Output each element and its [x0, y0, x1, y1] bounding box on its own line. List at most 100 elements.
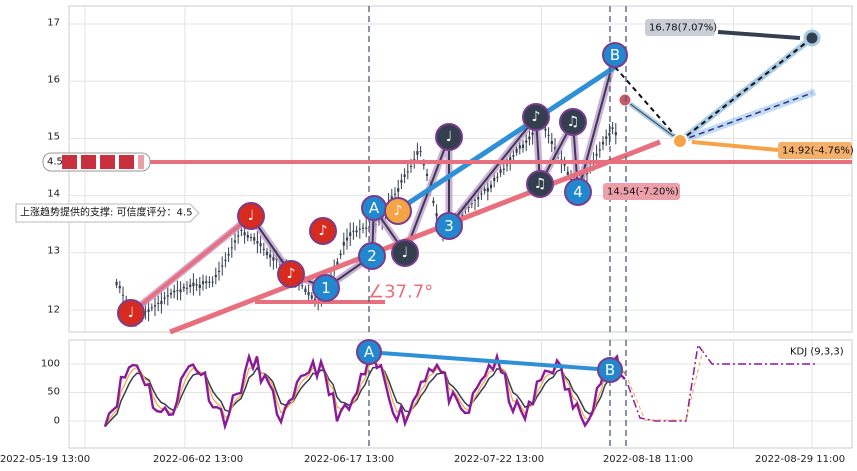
candle-body: [435, 213, 438, 217]
candle-body: [157, 303, 160, 305]
note-glyph: ♪: [319, 223, 328, 239]
candle-body: [608, 133, 611, 136]
candle-body: [473, 199, 477, 201]
note-glyph: ♪: [532, 109, 541, 125]
candle-body: [505, 164, 509, 166]
mid-target-box: [778, 142, 852, 159]
angle-label: ∠37.7°: [368, 282, 433, 303]
candle-body: [256, 241, 259, 244]
rating-icon: [62, 155, 77, 169]
note-marker: [117, 299, 145, 327]
up-target-text: 16.78(7.07%): [649, 23, 717, 34]
projection-down: [614, 66, 681, 142]
kdj-tick-label: 50: [47, 387, 60, 398]
candle-body: [349, 232, 352, 237]
candle-body: [144, 311, 147, 313]
wave-marker-1: 1: [312, 274, 340, 302]
candle-body: [253, 237, 256, 241]
note-glyph: ♫: [534, 176, 547, 192]
candle-body: [240, 230, 243, 232]
kdj-d: [104, 358, 626, 427]
wave-markers: 1 2 3 4 A B A B ♩ ♩ ♪ ♪ ♪ ♩ ♩ ♪ ♫ ♫: [117, 42, 628, 383]
note-marker: [526, 170, 554, 198]
candle-body: [198, 284, 201, 289]
x-tick-label: 2022-06-02 13:00: [153, 454, 243, 465]
candle-body: [217, 270, 221, 272]
x-tick-label: 2022-07-22 13:00: [454, 454, 544, 465]
candle-body: [499, 169, 502, 173]
y-tick-label: 17: [47, 18, 60, 29]
candle-body: [195, 284, 198, 286]
rating-icon-partial: [138, 155, 144, 169]
kdj-panel: [68, 339, 853, 449]
candle-body: [547, 134, 550, 136]
level-label: 4.5: [47, 157, 63, 168]
rating-icon: [100, 155, 115, 169]
mid-target-text: 14.92(-4.76%): [782, 146, 854, 157]
note-marker: [522, 103, 550, 131]
mid-target-label: 14.92(-4.76%): [778, 142, 854, 159]
candle-body: [115, 281, 118, 286]
candle-body: [432, 200, 435, 203]
note-marker: [559, 108, 587, 136]
candle-body: [336, 261, 339, 266]
note-glyph: ♪: [394, 203, 403, 219]
candle-body: [413, 159, 416, 161]
candle-body: [489, 184, 493, 189]
candle-body: [150, 307, 153, 309]
candle-body: [272, 257, 275, 261]
candle-body: [598, 149, 601, 151]
kdj-projection-d: [627, 349, 704, 421]
projection-mid: [679, 92, 813, 142]
candle-body: [166, 295, 169, 297]
x-tick-label: 2022-05-19 13:00: [0, 454, 90, 465]
candle-body: [406, 171, 409, 173]
x-tick-label: 2022-06-17 13:00: [304, 454, 394, 465]
kdj-label-b: B: [605, 361, 615, 379]
wave-marker-3: 3: [435, 212, 463, 240]
candle-body: [269, 254, 272, 258]
mid-target-dot: [672, 133, 688, 149]
wave-marker-4: 4: [564, 178, 592, 206]
candle-body: [339, 253, 342, 256]
candle-body: [355, 230, 358, 233]
y-tick-label: 15: [47, 132, 60, 143]
b-tip-dot: [618, 93, 632, 107]
candle-body: [214, 274, 217, 278]
candle-body: [361, 227, 365, 229]
kdj-tick-label: 0: [54, 416, 60, 427]
wave-label-a: A: [369, 199, 380, 217]
candle-body: [192, 282, 195, 287]
candle-body: [179, 289, 182, 293]
trend-support: [169, 139, 661, 335]
candle-body: [118, 285, 121, 289]
mid-target-arrow: [691, 140, 779, 152]
candle-body: [486, 187, 489, 192]
y-tick-label: 14: [47, 189, 60, 200]
wave-marker-b: B: [602, 42, 628, 68]
up-target-box: [645, 19, 715, 36]
candle-body: [173, 290, 176, 293]
wave-label-4: 4: [573, 183, 583, 201]
candle-body: [227, 253, 230, 256]
kdj-title: KDJ (9,3,3): [790, 347, 844, 358]
candle-body: [528, 136, 531, 140]
candle-body: [249, 237, 253, 239]
candle-body: [521, 144, 525, 148]
candle-body: [182, 286, 185, 289]
kdj-label-a: A: [364, 343, 375, 361]
candle-body: [230, 247, 233, 249]
candle-body: [425, 173, 429, 176]
support-callout: 上涨趋势提供的支撑: 可信度评分：4.5: [15, 203, 200, 223]
candle-body: [515, 148, 518, 153]
candle-body: [585, 172, 589, 175]
candle-body: [390, 196, 393, 200]
up-target-label: 16.78(7.07%): [645, 19, 717, 36]
candle-body: [544, 128, 547, 131]
candle-body: [304, 288, 307, 292]
candle-body: [262, 248, 265, 250]
rating-icon: [81, 155, 96, 169]
candle-body: [310, 295, 313, 299]
